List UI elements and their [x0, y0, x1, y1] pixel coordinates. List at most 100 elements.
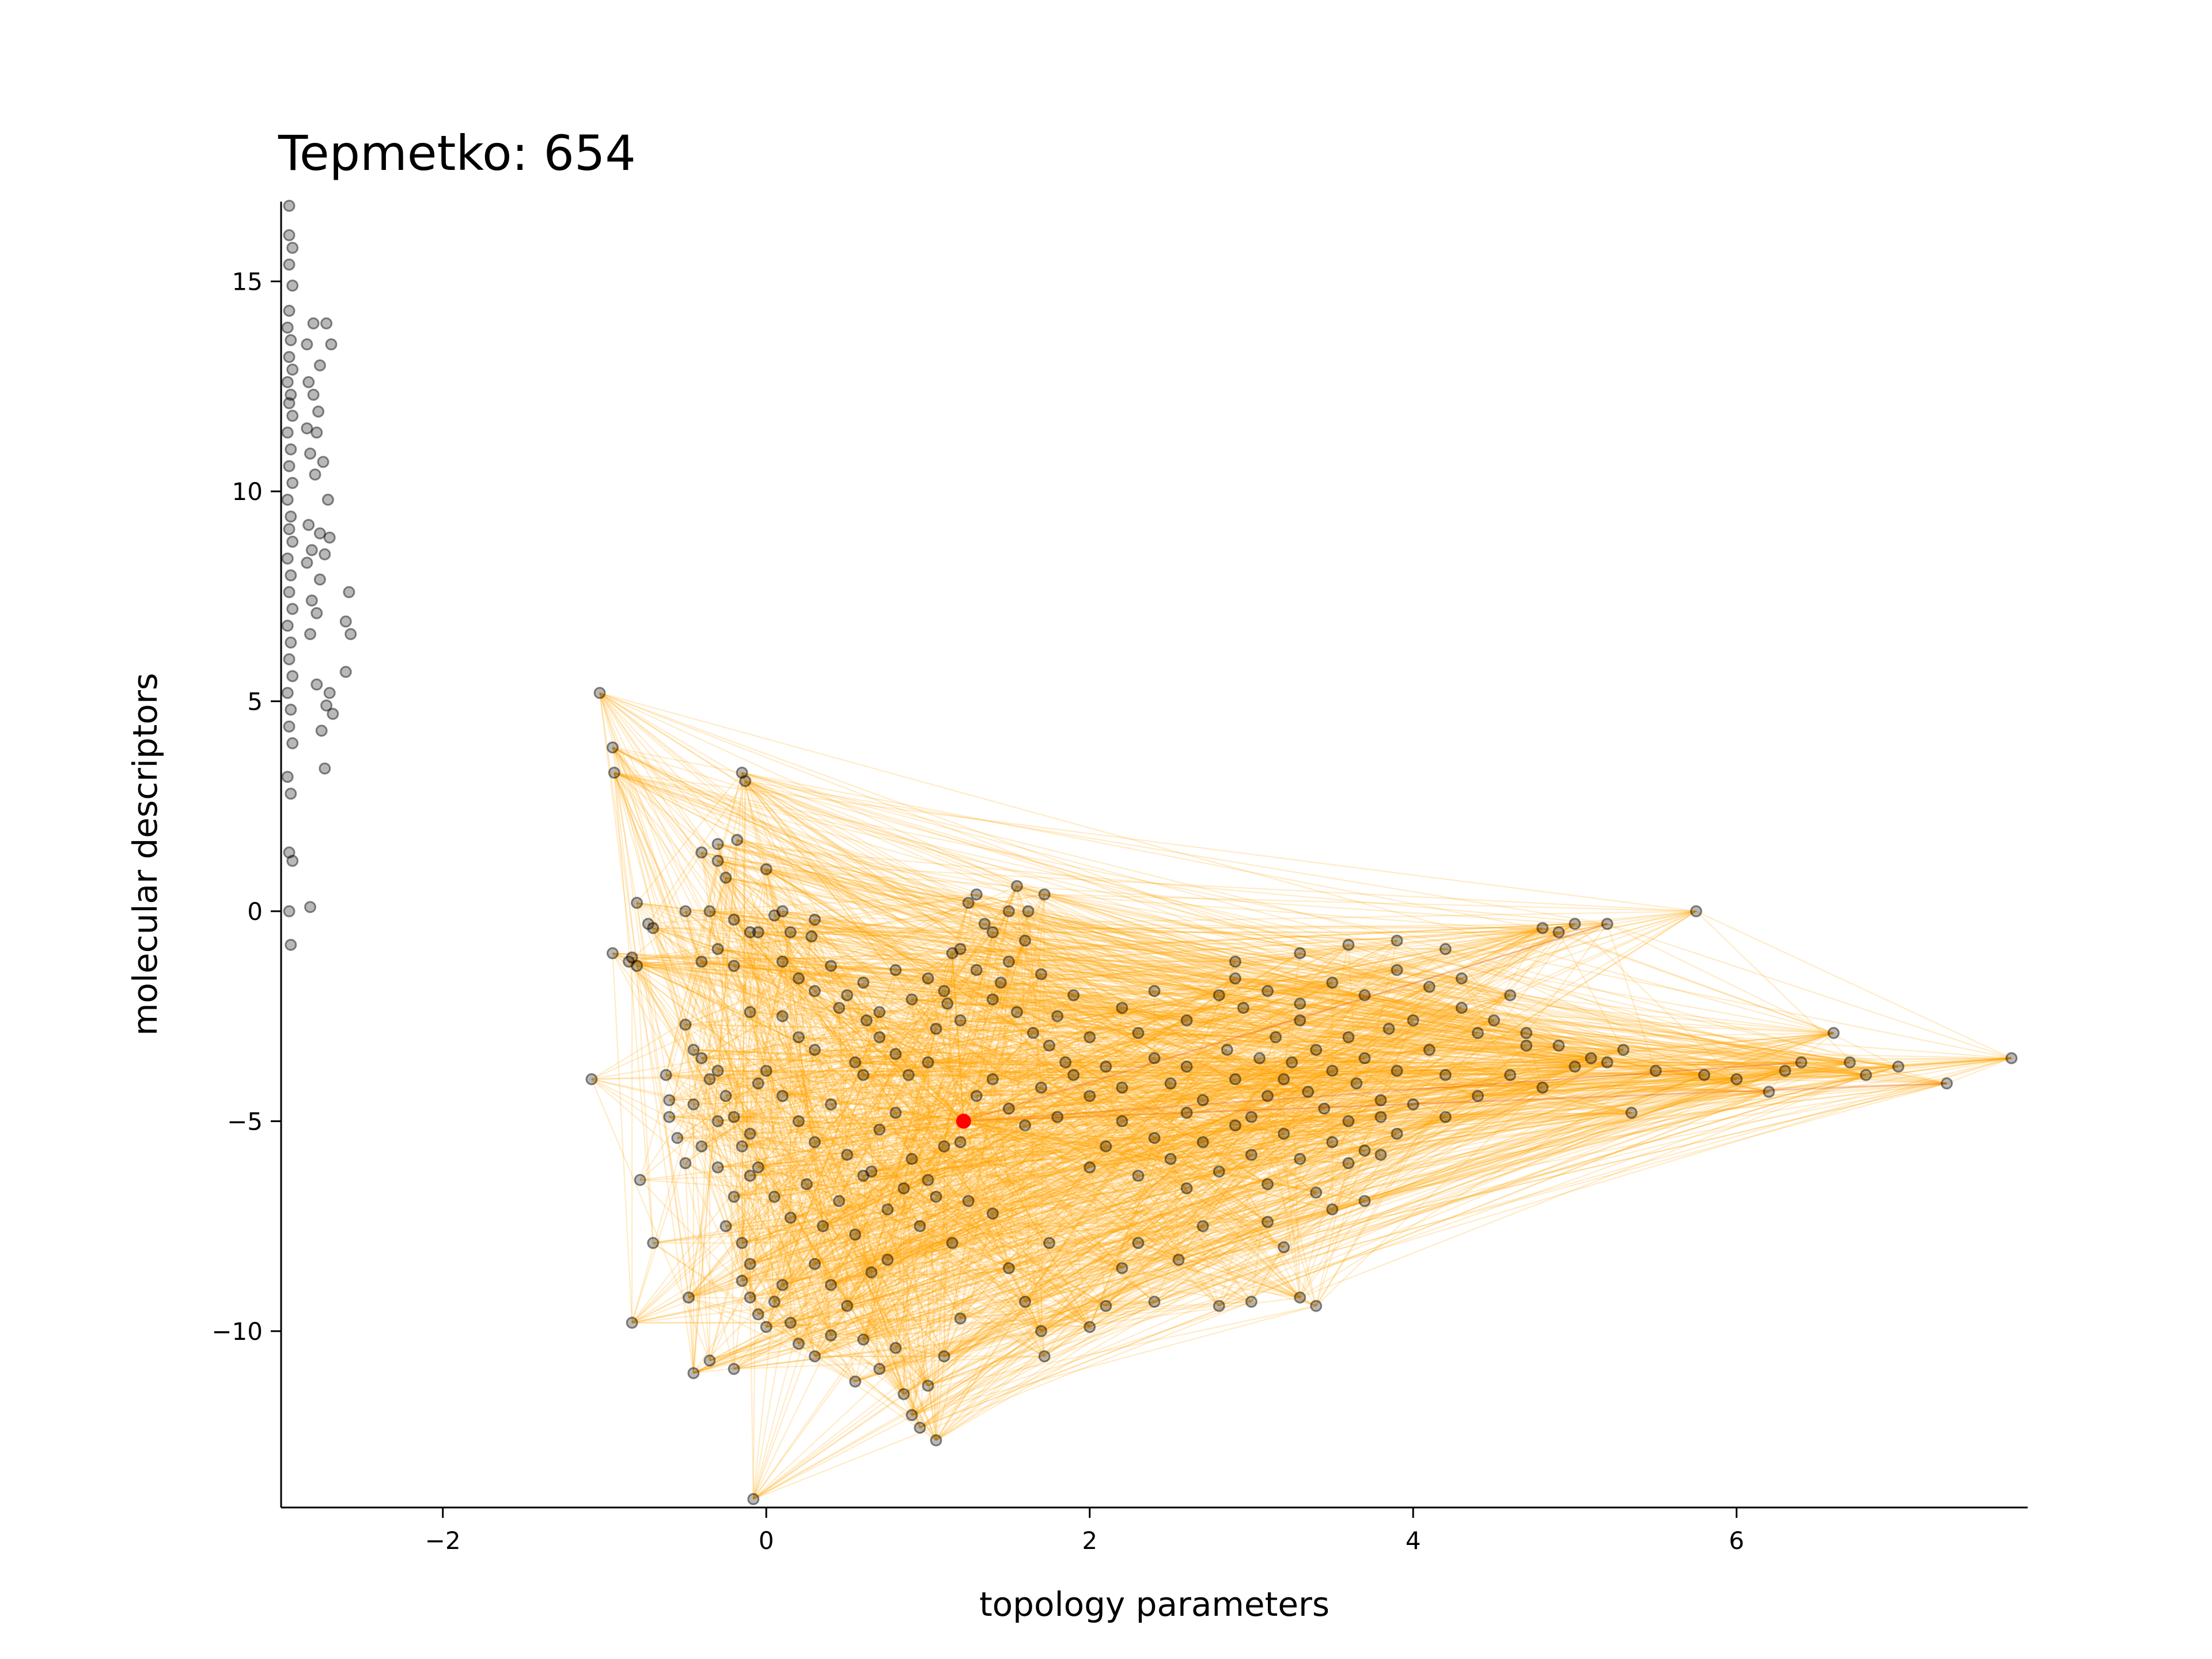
network-edge-698: [944, 1099, 1381, 1357]
network-edge-519: [846, 994, 1074, 1156]
network-edge-1783: [666, 1032, 1033, 1076]
data-point-46: [307, 388, 320, 401]
data-point-220: [752, 1161, 764, 1174]
network-edge-964: [744, 781, 1010, 1109]
network-edge-343: [798, 1036, 1292, 1063]
network-edge-1216: [895, 932, 994, 1349]
network-edge-1508: [927, 978, 1155, 1139]
network-edge-554: [701, 851, 1171, 1084]
network-edge-610: [1267, 1045, 1559, 1097]
data-point-11: [285, 388, 297, 401]
network-edge-15: [613, 772, 824, 1227]
network-edge-1657: [1105, 1062, 1608, 1307]
network-edge-783: [1073, 931, 1559, 1076]
network-edge-900: [863, 927, 1543, 1177]
network-edge-1537: [1154, 1125, 1236, 1302]
network-edge-1747: [782, 953, 953, 1286]
network-edge-1068: [887, 994, 1510, 1210]
network-edge-161: [684, 1162, 759, 1315]
network-edge-1465: [1178, 1200, 1365, 1260]
network-edge-2016: [741, 1049, 1624, 1282]
network-edge-1987: [871, 1020, 1495, 1273]
data-point-271: [1132, 1237, 1145, 1249]
network-edge-649: [782, 1091, 1309, 1286]
network-edge-257: [717, 948, 1276, 1038]
network-edge-2078: [1445, 948, 1947, 1084]
network-edge-1386: [1154, 1078, 1737, 1302]
network-edge-588: [1235, 1062, 1608, 1080]
network-edge-1532: [903, 1171, 1219, 1395]
network-edge-1429: [1283, 1070, 1786, 1248]
network-edge-1241: [688, 1297, 929, 1387]
network-edge-995: [839, 1007, 1074, 1076]
network-edge-1069: [887, 982, 1333, 1210]
data-point-70: [320, 699, 333, 712]
network-edge-1985: [919, 1020, 1495, 1429]
network-edge-2088: [1300, 952, 1624, 1051]
network-edge-1284: [815, 1082, 1947, 1265]
network-edge-584: [1235, 1078, 1446, 1118]
network-edge-2085: [935, 952, 1300, 1030]
network-edge-1034: [709, 911, 808, 1185]
network-edge-738: [613, 772, 1446, 1076]
network-edge-1313: [992, 961, 1010, 1214]
data-point-91: [671, 1132, 684, 1144]
network-edge-799: [688, 923, 1608, 1298]
network-edge-473: [862, 911, 1029, 1340]
network-edge-228: [685, 911, 1123, 1269]
data-point-369: [1342, 938, 1355, 951]
network-edge-1989: [725, 877, 1494, 1021]
network-edge-287: [766, 868, 1575, 925]
network-edge-1252: [935, 1087, 1543, 1441]
network-edge-605: [1259, 1058, 1301, 1298]
network-edge-853: [614, 772, 2012, 1059]
network-edge-1369: [757, 1166, 1123, 1269]
data-point-115: [760, 863, 772, 876]
network-edge-687: [1363, 969, 1398, 1059]
network-edge-722: [737, 839, 1414, 1021]
network-edge-1357: [1016, 886, 1090, 1327]
network-edge-5: [612, 747, 1123, 1269]
network-edge-2052: [976, 1074, 1866, 1097]
network-edge-1356: [911, 999, 1090, 1328]
network-edge-1581: [1323, 1108, 1333, 1143]
network-edge-4: [599, 692, 929, 979]
data-point-42: [325, 338, 338, 351]
data-point-213: [1002, 1103, 1015, 1115]
network-edge-774: [944, 927, 1543, 1147]
data-point-63: [343, 586, 355, 599]
network-edge-1467: [766, 1200, 1365, 1328]
network-edge-1557: [599, 692, 1285, 1135]
network-edge-442: [749, 893, 977, 933]
network-edge-1108: [968, 952, 1301, 1202]
network-edge-503: [737, 839, 1041, 975]
network-edge-1300: [855, 1070, 1786, 1382]
highlight-edge-9: [963, 1120, 1365, 1202]
network-edge-1992: [1526, 1032, 1559, 1047]
network-edge-1478: [790, 1166, 1090, 1219]
network-edge-1792: [717, 860, 1050, 1047]
data-point-289: [1132, 1169, 1145, 1182]
network-edge-1682: [831, 965, 1365, 996]
data-point-185: [1520, 1039, 1533, 1052]
network-edge-615: [1033, 1032, 1276, 1038]
network-edge-725: [1017, 885, 1414, 1021]
network-edge-1255: [944, 1028, 1389, 1357]
network-edge-219: [725, 877, 1219, 996]
network-edge-1347: [1049, 1057, 1592, 1244]
network-edge-16: [613, 772, 1025, 941]
network-edge-2069: [753, 944, 1349, 1500]
network-edge-221: [684, 911, 775, 1302]
network-edge-149: [692, 1049, 791, 1218]
network-edge-1088: [935, 1062, 1850, 1198]
network-edge-902: [862, 1176, 880, 1369]
network-edge-1340: [669, 1099, 1045, 1357]
network-edge-591: [1089, 1007, 1244, 1168]
highlight-edge-24: [963, 1112, 1187, 1122]
network-edge-1894: [612, 953, 694, 1105]
network-edge-1024: [774, 1116, 1252, 1198]
highlight-edge-10: [709, 1078, 964, 1122]
network-edge-576: [1154, 1049, 1228, 1059]
network-edge-272: [741, 772, 1446, 950]
network-edge-540: [870, 1032, 1139, 1273]
